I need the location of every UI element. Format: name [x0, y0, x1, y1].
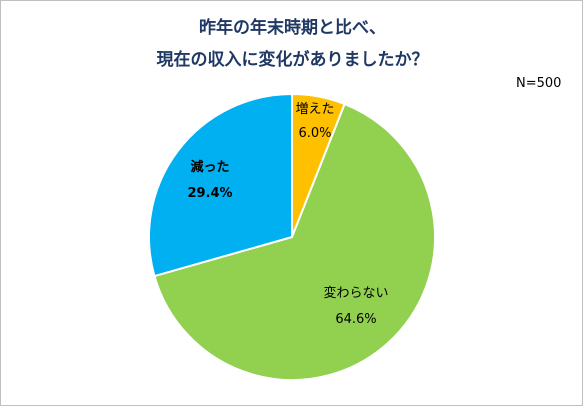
slice-label-decreased: 減った [190, 159, 229, 175]
slice-label-increased: 増えた [295, 102, 334, 117]
slice-decreased [148, 92, 293, 278]
slice-value-unchanged: 64.6% [335, 312, 376, 327]
chart-title-line-2: 現在の収入に変化がありましたか？ [156, 50, 429, 70]
chart-title-line-1: 昨年の年末時期と比べ、 [199, 18, 386, 38]
slice-unchanged [153, 102, 436, 381]
slice-label-unchanged: 変わらない [323, 285, 388, 301]
sample-size-label: N=500 [516, 76, 562, 91]
slice-value-increased: 6.0% [298, 126, 331, 141]
slice-value-decreased: 29.4% [187, 186, 232, 201]
